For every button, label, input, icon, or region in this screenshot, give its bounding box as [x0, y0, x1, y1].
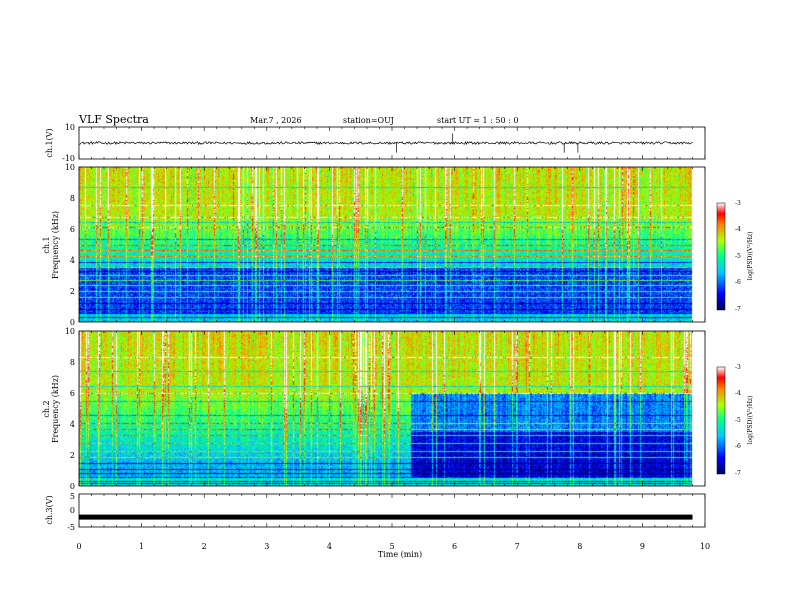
xtick-8: 8 [577, 542, 582, 551]
ch1-waveform-panel: 10 -10 ch.1(V) [45, 123, 706, 163]
ch3-waveform-panel: 5 0 -5 ch.3(V) [45, 492, 706, 532]
xtick-6: 6 [452, 542, 457, 551]
ch2-colorbar [716, 366, 726, 475]
ch2-ytick-6: 6 [70, 389, 75, 398]
x-axis-tick-marks [78, 127, 706, 527]
ch1-waveform-ylabel: ch.1(V) [45, 128, 54, 157]
ch3-waveform-frame [78, 493, 706, 528]
ch1-cb-tick-7: -7 [735, 306, 741, 313]
ch2-ytick-10: 10 [65, 327, 75, 336]
xtick-3: 3 [264, 542, 269, 551]
ch2-colorbar-label: log(PSD)(V²/Hz) [747, 396, 754, 445]
ch1-spectrogram-heatmap [79, 167, 705, 322]
x-axis-label: Time (min) [378, 550, 422, 559]
ch1-ytick-6: 6 [70, 225, 75, 234]
xtick-0: 0 [76, 542, 81, 551]
ch2-cb-tick-4: -4 [735, 390, 741, 397]
ch1-waveform-line [79, 133, 693, 153]
figure-title: VLF Spectra [78, 113, 149, 126]
xtick-4: 4 [327, 542, 332, 551]
ch2-channel-label: ch.2 [42, 400, 51, 417]
xtick-5: 5 [389, 542, 394, 551]
x-axis: 0 1 2 3 4 5 6 7 8 9 10 Time (min) [76, 542, 710, 559]
ch1-ytick-bottom: -10 [62, 154, 75, 163]
ch1-spectrogram-panel: 10 8 6 4 2 0 ch.1 Frequency (kHz) -3 -4 … [42, 163, 754, 327]
ch2-cb-tick-7: -7 [735, 470, 741, 477]
ch1-frequency-ylabel: Frequency (kHz) [51, 211, 60, 279]
ch1-ytick-10: 10 [65, 163, 75, 172]
ch1-colorbar-label: log(PSD)(V²/Hz) [747, 232, 754, 281]
ch1-ytick-4: 4 [70, 256, 75, 265]
ch1-ytick-0: 0 [70, 318, 75, 327]
ch1-cb-tick-5: -5 [735, 253, 741, 260]
xtick-10: 10 [700, 542, 710, 551]
ch1-channel-label: ch.1 [42, 236, 51, 253]
ch1-colorbar [716, 202, 726, 311]
ch1-ytick-2: 2 [70, 287, 75, 296]
station-label: station=OUJ [343, 116, 394, 125]
x-tick-marks-path [78, 127, 706, 527]
ch2-ytick-0: 0 [70, 482, 75, 491]
ch2-frequency-ylabel: Frequency (kHz) [51, 375, 60, 443]
ch1-ytick-top: 10 [65, 123, 75, 132]
xtick-2: 2 [202, 542, 207, 551]
ch3-ytick-neg5: -5 [67, 523, 75, 532]
ch2-cb-tick-3: -3 [735, 364, 741, 371]
ch2-ytick-2: 2 [70, 451, 75, 460]
ch1-cb-tick-6: -6 [735, 279, 741, 286]
ch1-ytick-8: 8 [70, 194, 75, 203]
start-time-label: start UT = 1 : 50 : 0 [437, 116, 518, 125]
xtick-9: 9 [640, 542, 645, 551]
ch3-ytick-5: 5 [70, 492, 75, 501]
ch3-waveform-line [79, 514, 693, 520]
ch2-ytick-8: 8 [70, 358, 75, 367]
ch3-ytick-0: 0 [70, 506, 75, 515]
ch2-spectrogram-panel: 10 8 6 4 2 0 ch.2 Frequency (kHz) -3 -4 … [42, 327, 754, 491]
ch1-cb-tick-4: -4 [735, 226, 741, 233]
ch3-waveform-ylabel: ch.3(V) [45, 495, 54, 524]
xtick-1: 1 [139, 542, 144, 551]
ch2-spectrogram-heatmap [79, 331, 705, 486]
ch2-cb-tick-5: -5 [735, 417, 741, 424]
ch2-cb-tick-6: -6 [735, 443, 741, 450]
ch1-cb-tick-3: -3 [735, 200, 741, 207]
xtick-7: 7 [515, 542, 520, 551]
date-label: Mar.7 , 2026 [250, 116, 302, 125]
ch2-ytick-4: 4 [70, 420, 75, 429]
